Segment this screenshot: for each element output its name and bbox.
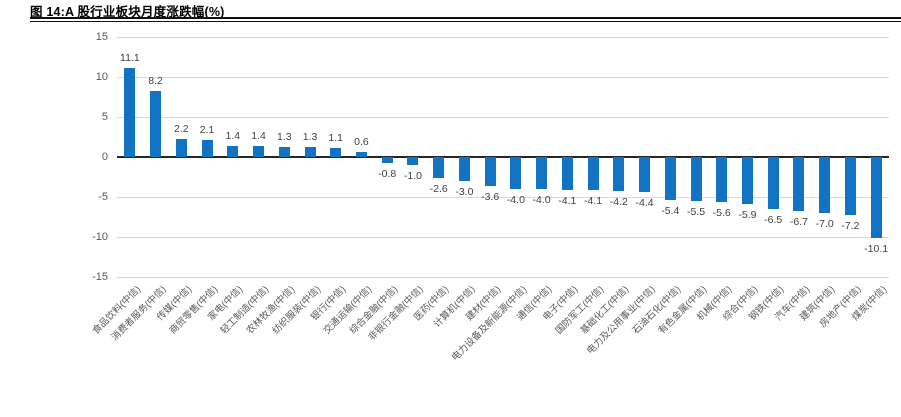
bar-21	[664, 157, 676, 201]
bar-value-label: -6.5	[764, 214, 783, 226]
bar-value-label: 1.4	[225, 129, 241, 142]
bar-value-label: -2.6	[429, 182, 448, 195]
title-underline-rule	[30, 17, 901, 22]
bar-7	[304, 146, 316, 157]
bar-value-label: -6.7	[789, 215, 808, 228]
y-axis-tick-label: -15	[92, 270, 108, 283]
bar-value-label: -4.4	[635, 197, 654, 210]
bar-1	[150, 91, 162, 157]
y-axis-tick-label: -10	[92, 230, 108, 243]
bar-11	[407, 157, 419, 165]
bar-value-label: -3.0	[455, 186, 474, 198]
bar-value-label: -7.0	[815, 218, 834, 230]
bar-28	[844, 157, 856, 215]
bar-0	[124, 68, 136, 157]
gridline	[117, 77, 889, 78]
bar-value-label: -4.2	[609, 195, 628, 208]
bar-20	[639, 157, 651, 193]
x-axis-zero-line	[117, 156, 889, 158]
gridline	[117, 117, 889, 118]
bar-26	[793, 157, 805, 211]
y-axis-tick-label: 10	[95, 70, 108, 83]
bar-value-label: 1.3	[276, 130, 292, 143]
gridline	[117, 37, 889, 38]
y-axis-tick-label: 15	[95, 30, 108, 43]
bar-value-label: 8.2	[148, 75, 163, 88]
gridline	[117, 197, 889, 198]
bar-value-label: -3.6	[481, 190, 500, 203]
bar-8	[330, 148, 342, 157]
bar-3	[201, 140, 213, 157]
bar-14	[484, 157, 496, 186]
bar-4	[227, 145, 239, 157]
bar-value-label: -4.1	[584, 194, 603, 207]
y-axis-tick-label: 0	[101, 150, 108, 163]
bar-29	[870, 157, 882, 238]
bar-13	[458, 157, 470, 181]
bar-value-label: -7.2	[841, 219, 860, 232]
chart-title: 图 14:A 股行业板块月度涨跌幅(%)	[30, 5, 225, 19]
bar-17	[561, 157, 573, 190]
bar-value-label: -5.4	[661, 205, 680, 218]
bar-value-label: 2.1	[199, 124, 215, 137]
bar-value-label: 1.1	[328, 132, 344, 145]
bar-18	[587, 157, 599, 190]
bar-value-label: -0.8	[378, 168, 397, 181]
gridline	[117, 237, 889, 238]
bar-12	[433, 157, 445, 178]
bar-value-label: -5.9	[738, 209, 757, 222]
bar-value-label: 1.4	[251, 129, 266, 142]
bar-value-label: 11.1	[120, 52, 140, 65]
bar-value-label: -4.1	[558, 194, 577, 207]
bar-value-label: -5.5	[686, 206, 706, 218]
bar-9	[355, 152, 367, 157]
bar-22	[690, 157, 702, 201]
bar-24	[741, 157, 753, 205]
bar-value-label: 0.6	[354, 136, 369, 149]
bar-23	[716, 157, 728, 202]
y-axis-tick-label: 5	[101, 110, 108, 123]
bar-25	[767, 157, 779, 209]
bar-value-label: 2.2	[174, 123, 189, 136]
bar-10	[381, 157, 393, 164]
gridline	[117, 277, 889, 278]
bar-2	[175, 139, 187, 157]
bar-16	[536, 157, 548, 189]
bar-value-label: -4.0	[532, 194, 551, 206]
bar-value-label: -1.0	[403, 170, 422, 182]
bar-6	[278, 146, 290, 157]
bar-value-label: -4.0	[506, 194, 525, 206]
bar-19	[613, 157, 625, 191]
bar-15	[510, 157, 522, 189]
y-axis-tick-label: -5	[98, 190, 108, 203]
bar-27	[819, 157, 831, 213]
bar-5	[253, 145, 265, 157]
bar-value-label: 1.3	[302, 130, 318, 143]
bar-value-label: -10.1	[864, 242, 889, 255]
bar-value-label: -5.6	[712, 206, 731, 219]
